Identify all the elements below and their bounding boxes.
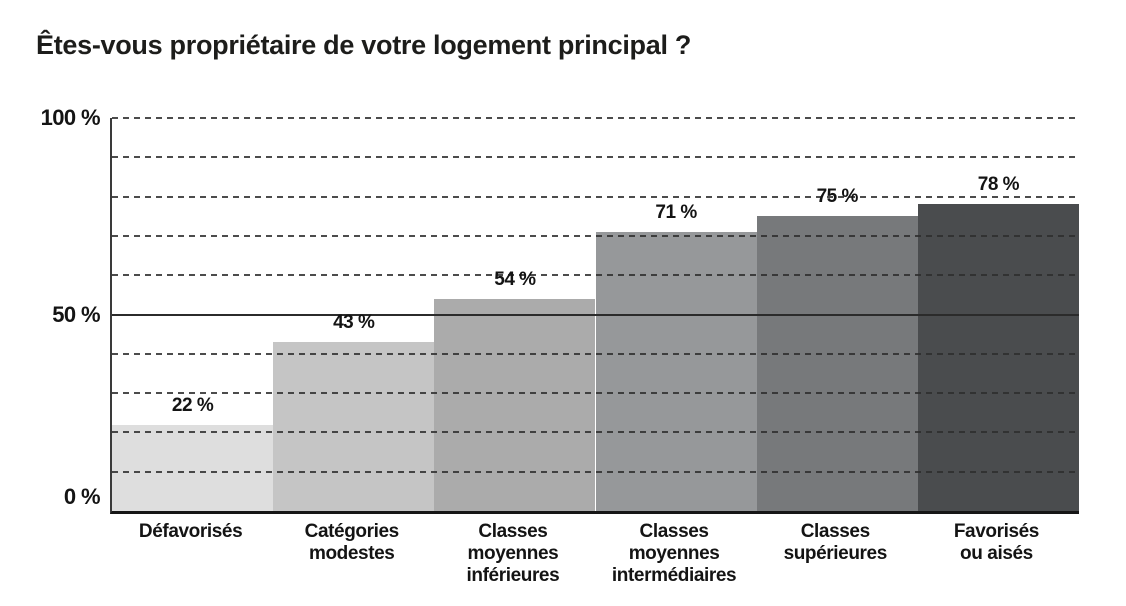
bar-value-label: 22 %	[171, 394, 214, 416]
y-axis-tick: 50 %	[52, 301, 100, 327]
x-axis-labels: Défavorisés Catégories modestes Classes mo…	[110, 521, 1077, 601]
bar	[756, 216, 918, 511]
gridline-dashed-70	[112, 234, 1079, 237]
gridline-dashed-30	[112, 392, 1079, 395]
gridline-dashed-60	[112, 274, 1079, 277]
x-axis-label: Défavorisés	[138, 521, 243, 542]
bar-value-label: 54 %	[494, 268, 536, 290]
bar-chart-plot-area: 22 % 43 % 54 % 71 % 75 % 78 %	[110, 117, 1079, 514]
gridline-solid-50	[112, 313, 1079, 316]
bar-value-label: 75 %	[816, 186, 859, 208]
y-axis-tick: 0 %	[63, 484, 101, 509]
chart-title: Êtes-vous propriétaire de votre logement…	[36, 30, 692, 61]
bar	[112, 424, 274, 511]
gridline-dashed-40	[112, 352, 1079, 355]
y-axis-tick: 100 %	[40, 105, 101, 130]
bar-value-label: 71 %	[655, 201, 697, 223]
bar-value-label: 78 %	[977, 174, 1020, 196]
gridline-dashed-100	[112, 117, 1079, 119]
gridline-dashed-90	[112, 156, 1079, 159]
y-axis: 100 % 50 % 0 %	[0, 105, 101, 511]
bar	[273, 342, 435, 511]
x-axis-label: Favorisés ou aisés	[953, 521, 1040, 564]
gridline-dashed-80	[112, 195, 1079, 198]
x-axis-label: Classes supérieures	[783, 521, 888, 564]
x-axis-label: Catégories modestes	[304, 521, 400, 564]
gridline-dashed-20	[112, 431, 1079, 434]
gridline-dashed-10	[112, 470, 1079, 473]
bar	[595, 231, 757, 511]
x-axis-label: Classes moyennes intermédiaires	[611, 521, 737, 586]
bar-value-label: 43 %	[333, 312, 375, 334]
x-axis-label: Classes moyennes inférieures	[466, 521, 560, 586]
bar	[434, 298, 596, 511]
bar	[917, 204, 1079, 511]
